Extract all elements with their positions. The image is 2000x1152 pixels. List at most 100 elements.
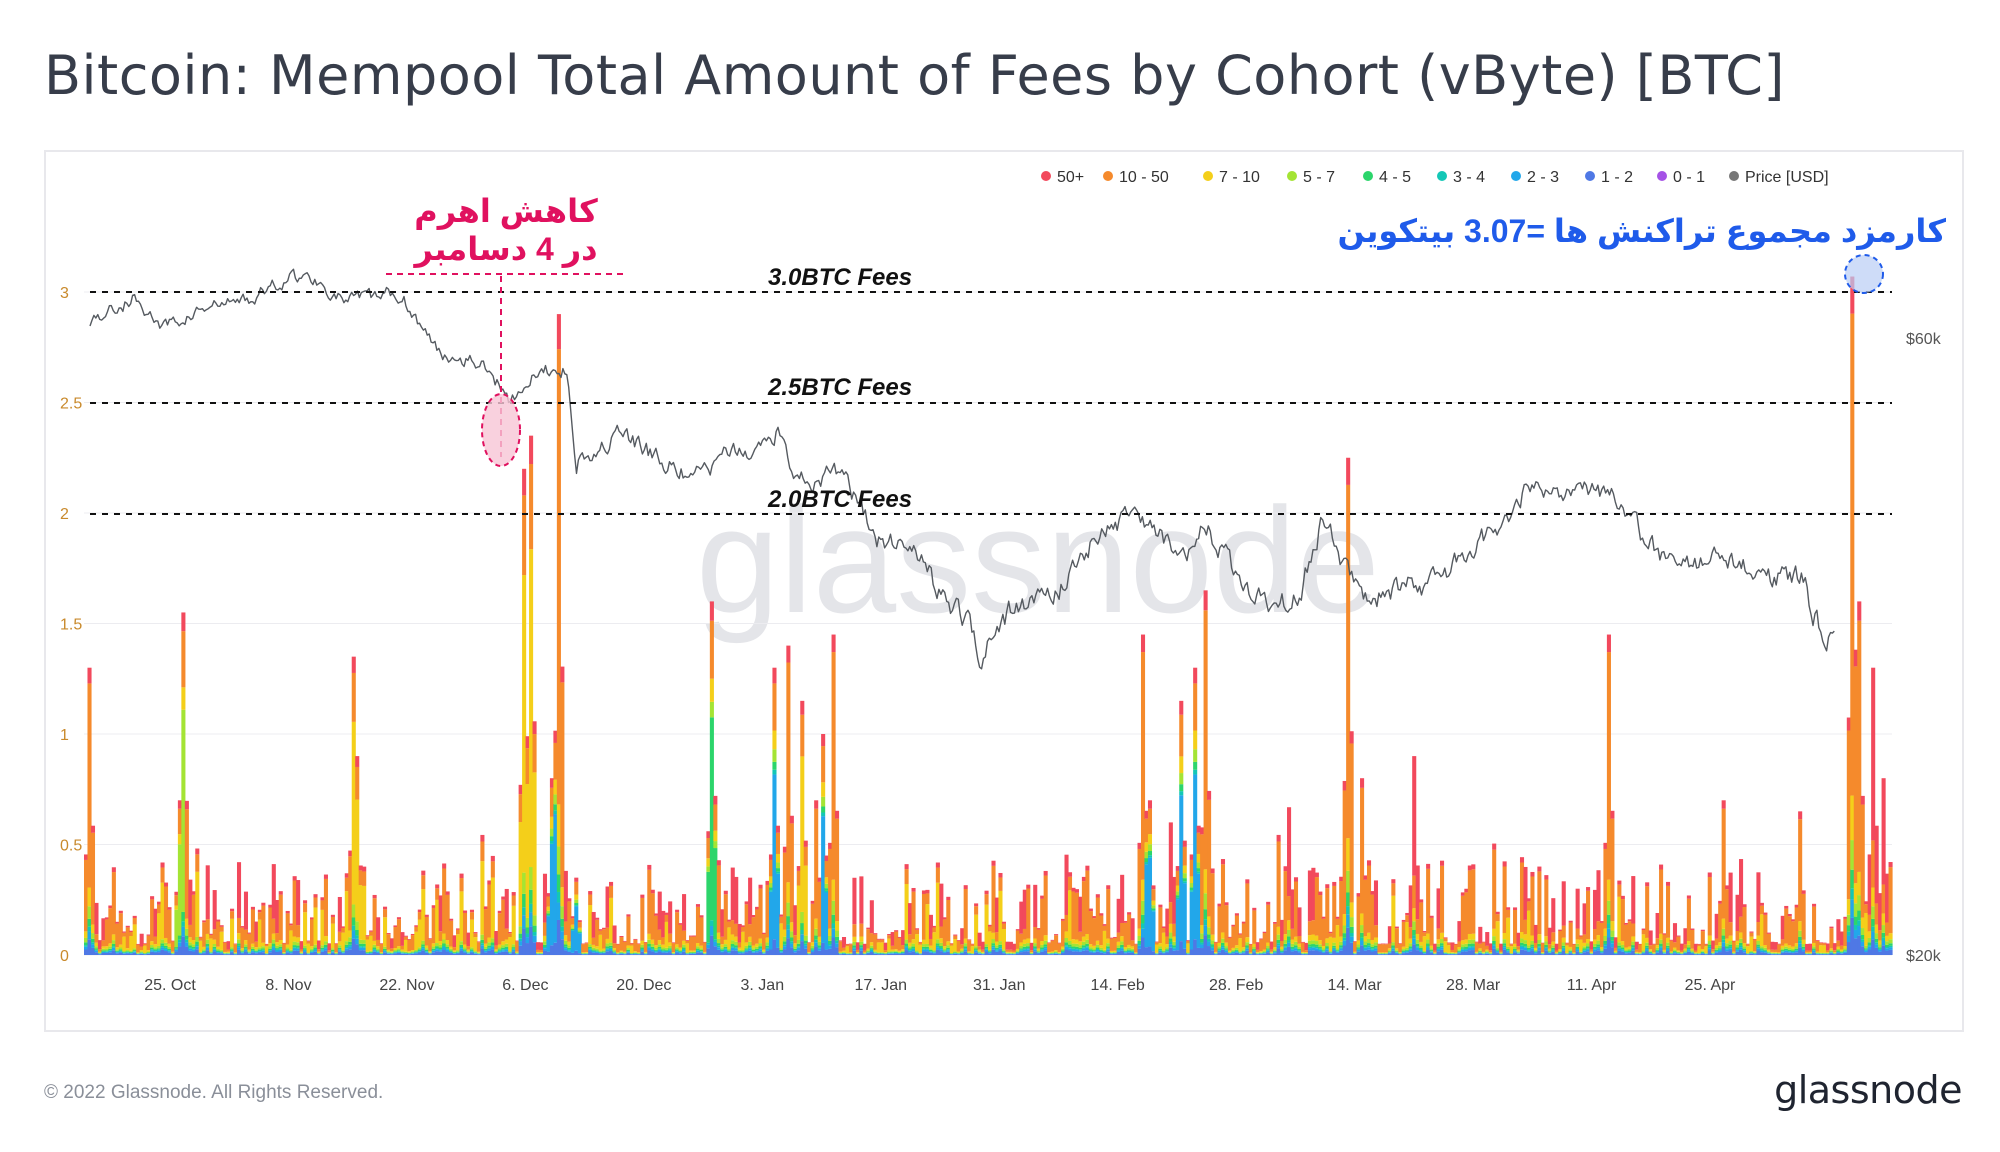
fee-bar-segment: [688, 953, 694, 954]
fee-bar-segment: [1238, 933, 1243, 935]
fee-bar-segment: [629, 954, 634, 955]
fee-bar-segment: [789, 823, 794, 923]
fee-bar-segment: [1867, 854, 1872, 915]
fee-bar-segment: [1064, 945, 1069, 947]
fee-bar-segment: [104, 917, 109, 920]
fee-bar-segment: [549, 840, 554, 844]
fee-bar-segment: [570, 918, 575, 925]
fee-bar-segment: [1829, 950, 1834, 952]
fee-bar-segment: [1342, 937, 1347, 941]
fee-bar-segment: [626, 951, 631, 952]
fee-bar-segment: [1033, 951, 1038, 955]
fee-bar-segment: [209, 953, 214, 954]
fee-bar-segment: [1485, 953, 1490, 954]
fee-bar-segment: [435, 951, 440, 955]
fee-bar-segment: [115, 923, 120, 948]
fee-bar-segment: [1120, 874, 1125, 924]
fee-bar-segment: [1366, 865, 1372, 933]
fee-bar-segment: [515, 941, 520, 952]
x-tick-label: 31. Jan: [973, 977, 1025, 994]
fee-bar-segment: [848, 954, 853, 955]
fee-bar-segment: [1742, 946, 1747, 949]
fee-bar-segment: [1506, 917, 1511, 947]
fee-bar-segment: [522, 915, 527, 929]
fee-bar-segment: [1373, 925, 1379, 938]
fee-bar-segment: [1579, 953, 1584, 955]
fee-bar-segment: [1471, 950, 1476, 955]
fee-bar-segment: [692, 953, 697, 954]
fee-bar-segment: [1036, 953, 1041, 955]
fee-bar-segment: [1798, 947, 1803, 955]
fee-bar-segment: [654, 915, 659, 946]
fee-bar-segment: [1266, 945, 1271, 949]
fee-bar-segment: [111, 950, 116, 955]
fee-bar-segment: [1339, 948, 1344, 951]
fee-bar-segment: [529, 912, 534, 927]
fee-bar-segment: [1067, 950, 1073, 955]
fee-bar-segment: [824, 883, 829, 889]
fee-bar-segment: [605, 938, 610, 944]
fee-bar-segment: [1349, 902, 1354, 918]
fee-bar-segment: [212, 951, 217, 955]
fee-bar-segment: [855, 954, 860, 955]
fee-bar-segment: [511, 905, 516, 945]
fee-bar-segment: [1366, 860, 1372, 866]
fee-bar-segment: [1349, 926, 1354, 933]
fee-bar-segment: [1815, 954, 1820, 955]
fee-bar-segment: [1471, 947, 1476, 951]
fee-bar-segment: [563, 921, 568, 936]
fee-bar-segment: [372, 898, 377, 941]
fee-bar-segment: [1752, 951, 1757, 953]
fee-bar-segment: [1655, 950, 1660, 952]
fee-bar-segment: [848, 943, 853, 945]
fee-bar-segment: [296, 950, 301, 955]
fee-bar-segment: [1353, 954, 1358, 955]
fee-bar-segment: [257, 909, 262, 913]
fee-bar-segment: [1290, 928, 1295, 940]
fee-bar-segment: [1686, 941, 1691, 945]
fee-bar-segment: [831, 914, 836, 924]
fee-bar-segment: [1217, 906, 1222, 943]
fee-bar-segment: [247, 932, 252, 934]
fee-bar-segment: [435, 943, 440, 947]
fee-bar-segment: [786, 938, 791, 955]
fee-bar-segment: [668, 945, 673, 949]
fee-bar-segment: [1648, 949, 1653, 951]
fee-bar-segment: [1227, 954, 1232, 955]
fee-bar-segment: [1109, 938, 1114, 951]
fee-bar-segment: [462, 947, 468, 950]
fee-bar-segment: [1168, 941, 1173, 945]
fee-bar-segment: [1283, 950, 1288, 955]
fee-bar-segment: [157, 950, 162, 953]
fee-bar-segment: [1655, 938, 1660, 946]
fee-bar-segment: [181, 926, 186, 937]
fee-bar-segment: [1780, 915, 1785, 940]
fee-bar-segment: [473, 952, 478, 953]
fee-bar-segment: [1092, 948, 1097, 951]
fee-bar-segment: [1599, 952, 1605, 954]
fee-bar-segment: [1043, 875, 1048, 936]
fee-bar-segment: [699, 917, 704, 946]
fee-bar-segment: [1078, 931, 1083, 942]
fee-bar-segment: [873, 952, 878, 953]
fee-bar-segment: [1659, 947, 1664, 951]
fee-bar-segment: [101, 918, 106, 941]
fee-bar-segment: [522, 893, 527, 908]
fee-bar-segment: [695, 943, 701, 947]
fee-bar-segment: [755, 909, 760, 944]
fee-bar-segment: [1679, 943, 1684, 951]
fee-bar-segment: [789, 937, 794, 942]
fee-bar-segment: [1099, 952, 1104, 955]
fee-bar-segment: [598, 951, 603, 953]
fee-bar-segment: [1721, 942, 1726, 947]
fee-bar-segment: [1380, 944, 1385, 953]
fee-bar-segment: [1874, 825, 1879, 904]
fee-bar-segment: [1426, 939, 1431, 944]
fee-bar-segment: [855, 952, 860, 953]
fee-bar-segment: [1669, 951, 1674, 953]
fee-bar-segment: [734, 876, 739, 924]
fee-bar-segment: [1718, 949, 1723, 951]
fee-bar-segment: [1492, 945, 1497, 949]
fee-bar-segment: [1290, 946, 1295, 949]
fee-bar-segment: [1179, 700, 1184, 715]
